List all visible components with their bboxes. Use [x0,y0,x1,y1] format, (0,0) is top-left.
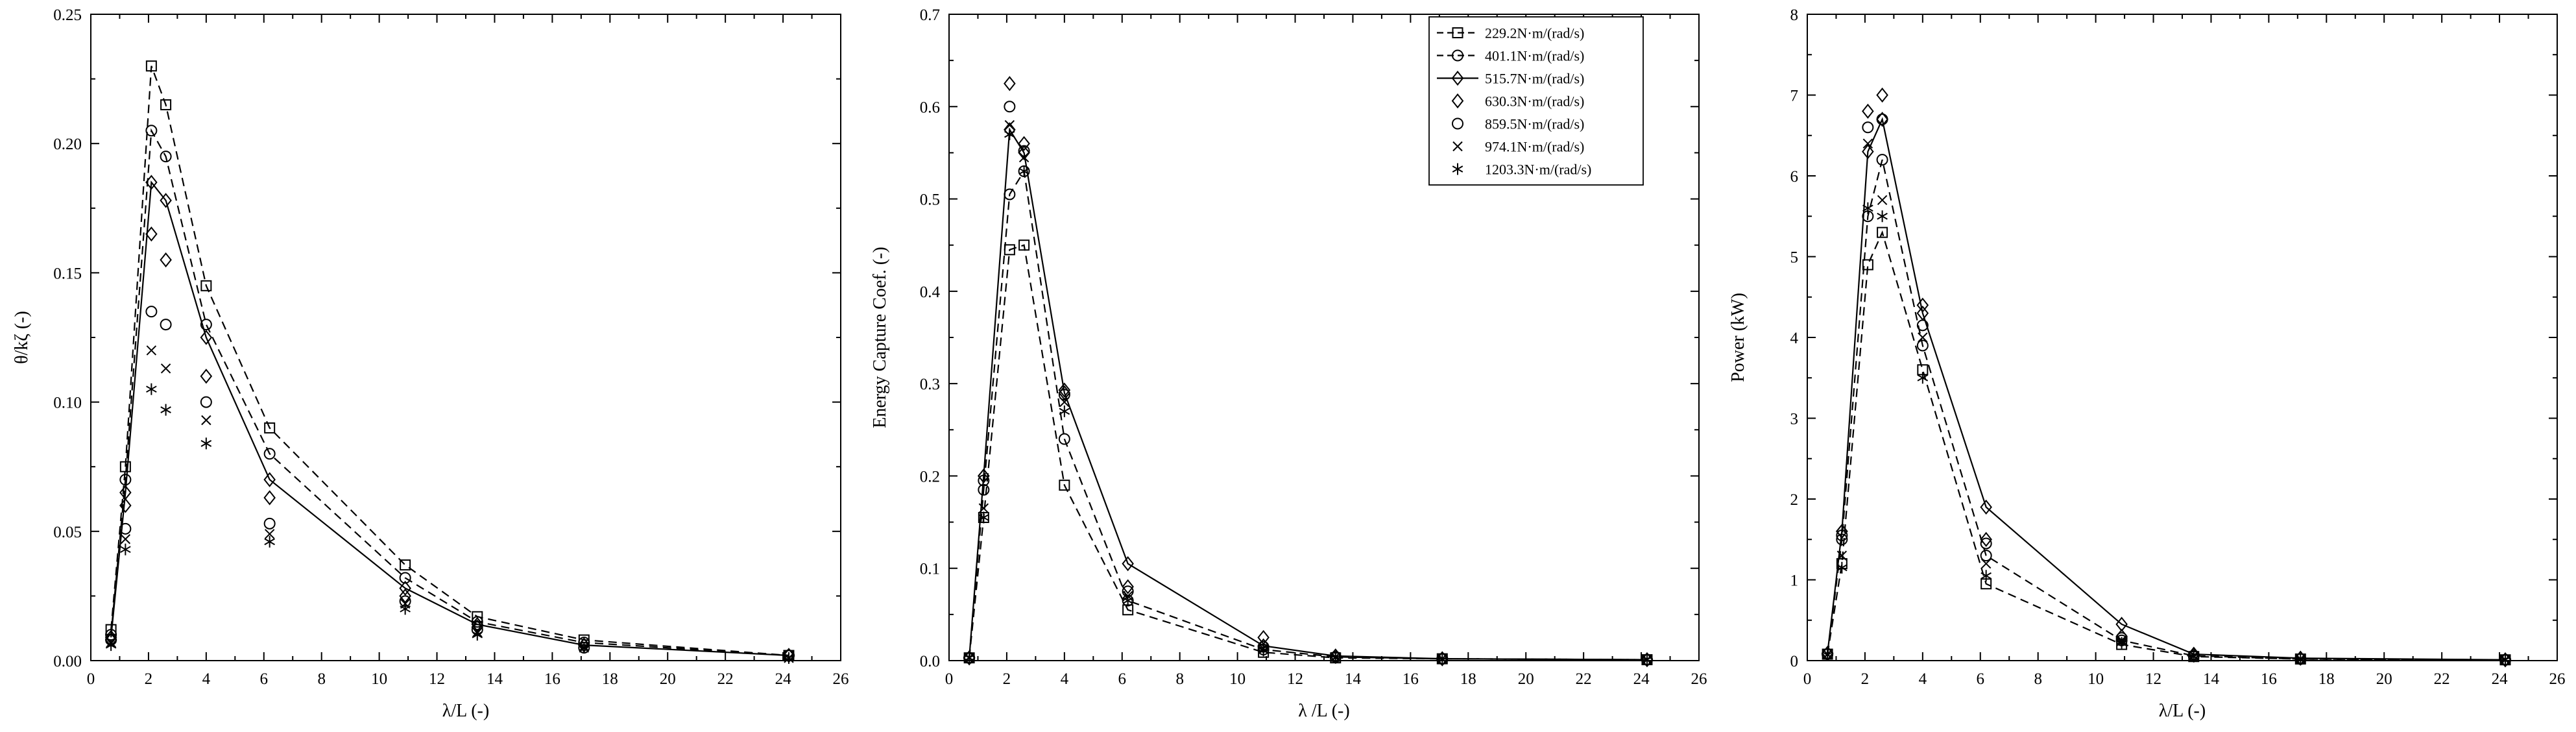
svg-text:0: 0 [87,670,95,688]
svg-text:229.2N·m/(rad/s): 229.2N·m/(rad/s) [1485,25,1584,42]
svg-text:974.1N·m/(rad/s): 974.1N·m/(rad/s) [1485,139,1584,155]
svg-text:2: 2 [1861,670,1870,688]
svg-text:1: 1 [1790,572,1799,590]
svg-text:16: 16 [544,670,560,688]
svg-text:859.5N·m/(rad/s): 859.5N·m/(rad/s) [1485,116,1584,132]
svg-text:Energy Capture Coef. (-): Energy Capture Coef. (-) [870,247,890,428]
svg-text:4: 4 [1061,670,1069,688]
svg-text:10: 10 [2088,670,2104,688]
svg-text:λ /L (-): λ /L (-) [1298,701,1349,721]
svg-text:8: 8 [1790,6,1799,24]
svg-text:6: 6 [1118,670,1127,688]
svg-text:12: 12 [429,670,445,688]
svg-text:26: 26 [2549,670,2566,688]
svg-text:2: 2 [1790,491,1799,509]
svg-text:10: 10 [371,670,387,688]
svg-text:2: 2 [145,670,153,688]
svg-text:1203.3N·m/(rad/s): 1203.3N·m/(rad/s) [1485,162,1591,178]
svg-text:20: 20 [660,670,676,688]
svg-text:0: 0 [945,670,954,688]
svg-text:18: 18 [1460,670,1476,688]
svg-text:6: 6 [1790,168,1799,186]
svg-text:26: 26 [833,670,849,688]
svg-text:20: 20 [2376,670,2392,688]
svg-text:12: 12 [1287,670,1303,688]
svg-text:630.3N·m/(rad/s): 630.3N·m/(rad/s) [1485,93,1584,110]
svg-text:Power (kW): Power (kW) [1728,293,1748,382]
svg-text:8: 8 [1175,670,1184,688]
svg-text:5: 5 [1790,249,1799,267]
svg-text:8: 8 [317,670,326,688]
svg-text:0.15: 0.15 [53,265,82,282]
svg-text:24: 24 [1633,670,1650,688]
svg-text:0: 0 [1803,670,1812,688]
svg-text:θ/kζ (-): θ/kζ (-) [12,311,32,364]
svg-text:0.5: 0.5 [920,191,940,209]
svg-text:14: 14 [487,670,503,688]
svg-text:0.05: 0.05 [53,524,82,541]
svg-text:0.25: 0.25 [53,6,82,24]
svg-text:24: 24 [2492,670,2509,688]
chart-theta-panel: 0 2 4 6 8 10 12 14 16 18 20 22 24 26 0.00 0.05 0.10 0.15 0… [0,0,858,732]
svg-text:6: 6 [1977,670,1985,688]
chart-energy-capture-coef: 0 2 4 6 8 10 12 14 16 18 20 22 24 260.00.10.20.30.40.… [858,0,1716,732]
svg-text:8: 8 [2034,670,2042,688]
svg-text:16: 16 [1402,670,1419,688]
svg-text:4: 4 [1919,670,1927,688]
svg-text:14: 14 [2203,670,2220,688]
svg-text:0.10: 0.10 [53,395,82,412]
svg-text:0.20: 0.20 [53,136,82,153]
svg-text:0.0: 0.0 [920,653,940,670]
svg-text:18: 18 [602,670,618,688]
svg-text:401.1N·m/(rad/s): 401.1N·m/(rad/s) [1485,48,1584,64]
svg-text:0: 0 [1790,653,1799,670]
svg-text:515.7N·m/(rad/s): 515.7N·m/(rad/s) [1485,71,1584,87]
svg-text:20: 20 [1518,670,1534,688]
svg-text:6: 6 [260,670,269,688]
svg-text:10: 10 [1229,670,1246,688]
svg-text:λ/L (-): λ/L (-) [2159,701,2206,721]
svg-text:0.1: 0.1 [920,561,940,578]
svg-text:16: 16 [2261,670,2277,688]
svg-text:7: 7 [1790,88,1799,105]
svg-text:22: 22 [2434,670,2450,688]
svg-text:22: 22 [1576,670,1592,688]
svg-text:0.00: 0.00 [53,653,82,670]
svg-text:18: 18 [2318,670,2335,688]
chart-power-panel: 0 2 4 6 8 10 12 14 16 18 20 22 24 26 0 1 2 3 4 5 6 7 8 λ/L (-) P… [1716,0,2576,732]
svg-text:0.3: 0.3 [920,376,940,393]
svg-text:22: 22 [717,670,734,688]
svg-text:24: 24 [775,670,792,688]
chart-energy-capture-panel: 0 2 4 6 8 10 12 14 16 18 20 22 24 26 0.0 0.1 0.2 0.3 0.4 0.… [858,0,1716,732]
svg-text:26: 26 [1691,670,1707,688]
svg-text:0.6: 0.6 [920,99,940,116]
svg-text:4: 4 [202,670,211,688]
svg-text:14: 14 [1345,670,1362,688]
chart-theta-kzeta: 0 2 4 6 8 10 12 14 16 18 20 22 24 260.000.050.100.150… [0,0,858,732]
svg-text:2: 2 [1003,670,1011,688]
svg-text:λ/L (-): λ/L (-) [442,701,489,721]
svg-text:4: 4 [1790,330,1799,347]
svg-text:0.2: 0.2 [920,468,940,485]
svg-text:0.7: 0.7 [920,6,940,24]
svg-text:3: 3 [1790,411,1799,428]
svg-text:12: 12 [2145,670,2161,688]
svg-text:0.4: 0.4 [920,284,941,301]
